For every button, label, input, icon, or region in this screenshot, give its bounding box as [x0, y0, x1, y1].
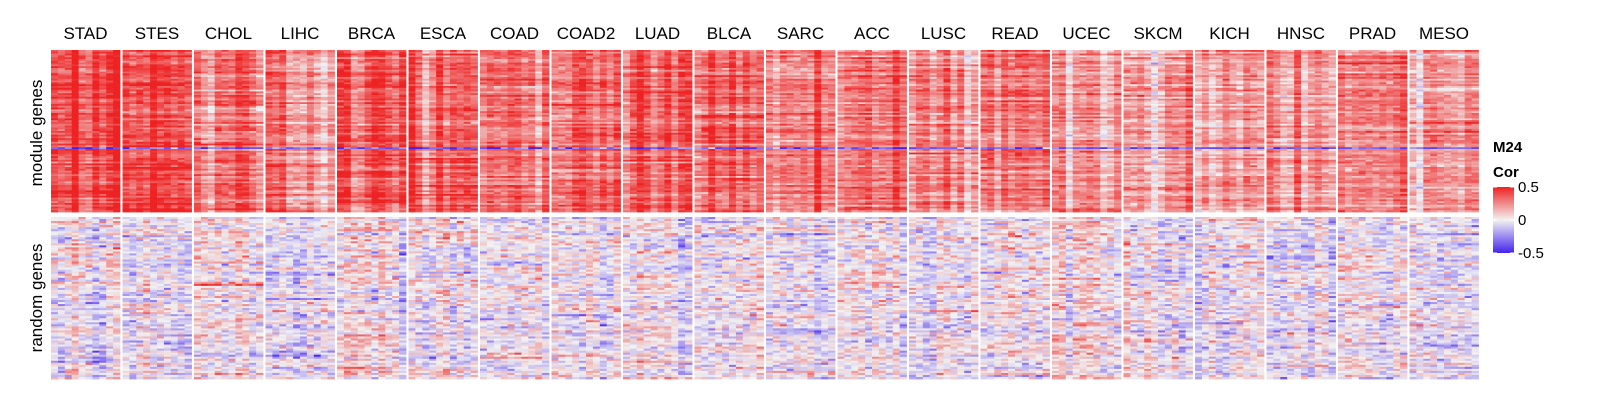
module-panel-coad: [480, 50, 549, 212]
random-panel-read: [981, 217, 1050, 379]
column-label-read: READ: [991, 24, 1038, 43]
row-group-labels: module genes random genes: [27, 80, 46, 353]
random-panel-brca: [337, 217, 406, 379]
random-panel-sarc: [766, 217, 835, 379]
module-panel-esca: [409, 50, 478, 212]
module-panel-stad: [51, 50, 120, 212]
module-panel-luad: [623, 50, 692, 212]
random-panel-hnsc: [1267, 217, 1336, 379]
random-panel-esca: [409, 217, 478, 379]
module-panel-stes: [123, 50, 192, 212]
column-label-blca: BLCA: [707, 24, 752, 43]
random-panel-stad: [51, 217, 120, 379]
column-label-coad2: COAD2: [557, 24, 616, 43]
column-label-stes: STES: [135, 24, 179, 43]
column-label-acc: ACC: [854, 24, 890, 43]
random-panel-meso: [1410, 217, 1479, 379]
column-label-stad: STAD: [63, 24, 107, 43]
column-label-kich: KICH: [1209, 24, 1250, 43]
column-label-sarc: SARC: [777, 24, 824, 43]
column-label-coad: COAD: [490, 24, 539, 43]
module-panel-kich: [1195, 50, 1264, 212]
module-panel-blca: [695, 50, 764, 212]
module-panel-prad: [1338, 50, 1407, 212]
module-panel-ucec: [1052, 50, 1121, 212]
module-panel-hnsc: [1267, 50, 1336, 212]
legend-title-line2: Cor: [1493, 164, 1519, 181]
random-panel-chol: [194, 217, 263, 379]
legend-title-line1: M24: [1493, 139, 1523, 156]
column-label-prad: PRAD: [1349, 24, 1396, 43]
random-panel-skcm: [1124, 217, 1193, 379]
module-panel-read: [981, 50, 1050, 212]
module-panel-brca: [337, 50, 406, 212]
column-label-ucec: UCEC: [1062, 24, 1110, 43]
column-label-luad: LUAD: [635, 24, 680, 43]
module-panel-acc: [838, 50, 907, 212]
random-panel-blca: [695, 217, 764, 379]
column-label-esca: ESCA: [420, 24, 467, 43]
row-label-random-genes: random genes: [27, 244, 46, 353]
legend-tick-label: -0.5: [1518, 245, 1544, 262]
color-legend: M24 Cor 0.5 0 -0.5: [1493, 139, 1544, 262]
random-panel-lusc: [909, 217, 978, 379]
column-label-skcm: SKCM: [1133, 24, 1182, 43]
column-label-hnsc: HNSC: [1277, 24, 1325, 43]
column-label-lihc: LIHC: [281, 24, 320, 43]
heatmap-panels: [51, 50, 1479, 379]
random-panel-coad: [480, 217, 549, 379]
column-label-chol: CHOL: [205, 24, 252, 43]
random-panel-acc: [838, 217, 907, 379]
random-panel-stes: [123, 217, 192, 379]
random-panel-lihc: [266, 217, 335, 379]
module-panel-skcm: [1124, 50, 1193, 212]
column-labels: STAD STES CHOL LIHC BRCA ESCA COAD COAD2 LUAD BLC…: [63, 24, 1469, 43]
random-panel-ucec: [1052, 217, 1121, 379]
module-panel-coad2: [552, 50, 621, 212]
random-panel-prad: [1338, 217, 1407, 379]
random-panel-luad: [623, 217, 692, 379]
column-label-brca: BRCA: [348, 24, 396, 43]
column-label-meso: MESO: [1419, 24, 1469, 43]
module-panel-chol: [194, 50, 263, 212]
module-panel-meso: [1410, 50, 1479, 212]
module-panel-sarc: [766, 50, 835, 212]
module-panel-lusc: [909, 50, 978, 212]
random-panel-coad2: [552, 217, 621, 379]
legend-tick-label: 0.5: [1518, 179, 1539, 196]
random-panel-kich: [1195, 217, 1264, 379]
column-label-lusc: LUSC: [921, 24, 966, 43]
module-panel-lihc: [266, 50, 335, 212]
legend-tick-label: 0: [1518, 212, 1526, 229]
row-label-module-genes: module genes: [27, 80, 46, 187]
